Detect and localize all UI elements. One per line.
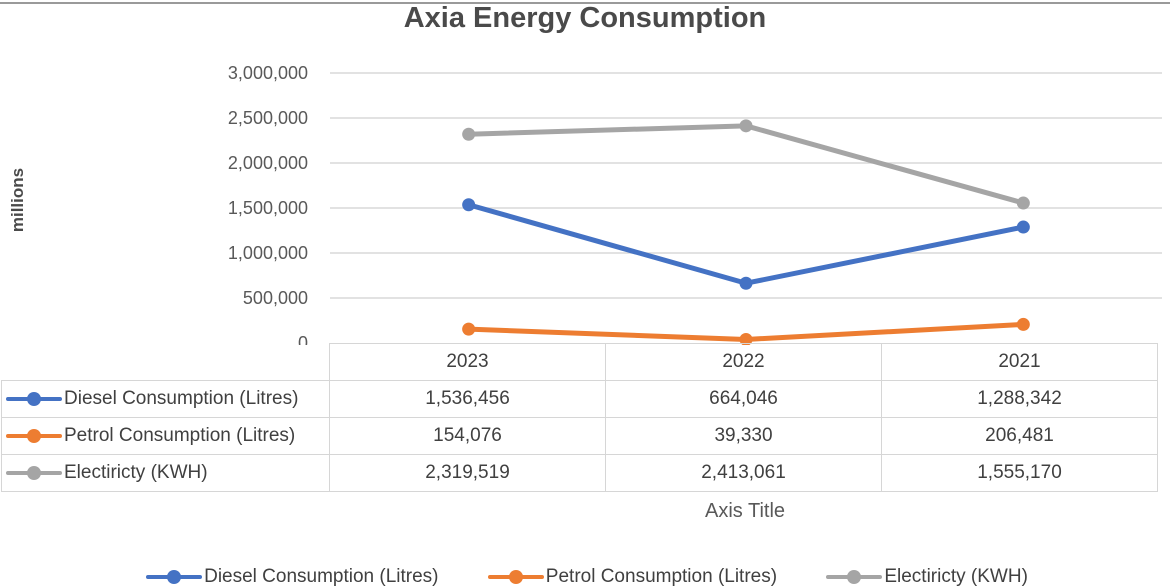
legend-item-petrol[interactable]: Petrol Consumption (Litres) [484, 566, 777, 588]
data-table-corner [1, 343, 330, 381]
data-value-cell: 664,046 [605, 380, 882, 418]
legend-item-electricity[interactable]: Electiricty (KWH) [822, 566, 1028, 588]
data-point[interactable] [462, 198, 476, 212]
series-name: Petrol Consumption (Litres) [64, 425, 296, 446]
y-tick-label: 3,000,000 [228, 63, 308, 83]
data-value-cell: 1,288,342 [881, 380, 1158, 418]
data-value-cell: 154,076 [329, 417, 606, 455]
diesel-legend-icon [146, 569, 203, 584]
legend-label: Petrol Consumption (Litres) [545, 566, 778, 587]
series-name: Electiricty (KWH) [64, 462, 208, 483]
series-line[interactable] [467, 202, 1024, 286]
series-label-cell: Petrol Consumption (Litres) [1, 417, 330, 455]
series-line[interactable] [468, 123, 1025, 206]
data-point[interactable] [462, 322, 476, 336]
y-tick-label: 500,000 [243, 288, 308, 308]
data-value-cell: 1,555,170 [881, 454, 1158, 492]
data-table: 2023 2022 2021 Diesel Consumption (Litre… [1, 343, 1158, 492]
data-value-cell: 1,536,456 [329, 380, 606, 418]
data-value-cell: 206,481 [881, 417, 1158, 455]
series-label-cell: Electiricty (KWH) [1, 454, 330, 492]
data-point[interactable] [739, 276, 753, 290]
data-point[interactable] [1016, 317, 1030, 331]
electricity-legend-key-icon [6, 465, 62, 480]
chart-border-top [0, 2, 1170, 4]
petrol-legend-key-icon [6, 428, 62, 443]
data-point[interactable] [462, 127, 476, 141]
data-table-header-row: 2023 2022 2021 [1, 343, 1158, 381]
category-label: 2023 [329, 343, 606, 381]
data-table-row: Electiricty (KWH) 2,319,519 2,413,061 1,… [1, 454, 1158, 492]
category-label: 2022 [605, 343, 882, 381]
y-tick-label: 2,500,000 [228, 108, 308, 128]
chart-legend: Diesel Consumption (Litres) Petrol Consu… [0, 566, 1170, 588]
legend-label: Electiricty (KWH) [884, 566, 1028, 587]
plot-area: 0 500,000 1,000,000 1,500,000 2,000,000 2,500… [228, 63, 1162, 345]
data-value-cell: 2,413,061 [605, 454, 882, 492]
y-tick-label: 2,000,000 [228, 153, 308, 173]
data-table-row: Petrol Consumption (Litres) 154,076 39,3… [1, 417, 1158, 455]
data-point[interactable] [1016, 220, 1030, 234]
data-point[interactable] [739, 332, 753, 345]
data-point[interactable] [739, 119, 753, 133]
y-tick-label: 1,000,000 [228, 243, 308, 263]
legend-label: Diesel Consumption (Litres) [204, 566, 439, 587]
series-label-cell: Diesel Consumption (Litres) [1, 380, 330, 418]
legend-item-diesel[interactable]: Diesel Consumption (Litres) [142, 566, 439, 588]
data-value-cell: 39,330 [605, 417, 882, 455]
category-label: 2021 [881, 343, 1158, 381]
data-table-row: Diesel Consumption (Litres) 1,536,456 66… [1, 380, 1158, 418]
petrol-legend-icon [487, 569, 544, 584]
diesel-legend-key-icon [6, 391, 62, 406]
y-tick-label: 1,500,000 [228, 198, 308, 218]
series-name: Diesel Consumption (Litres) [64, 388, 299, 409]
data-point[interactable] [1016, 196, 1030, 210]
chart-title: Axia Energy Consumption [403, 2, 767, 34]
data-value-cell: 2,319,519 [329, 454, 606, 492]
electricity-legend-icon [826, 569, 883, 584]
y-tick-label: 0 [298, 333, 308, 345]
x-axis-title: Axis Title [704, 500, 786, 522]
